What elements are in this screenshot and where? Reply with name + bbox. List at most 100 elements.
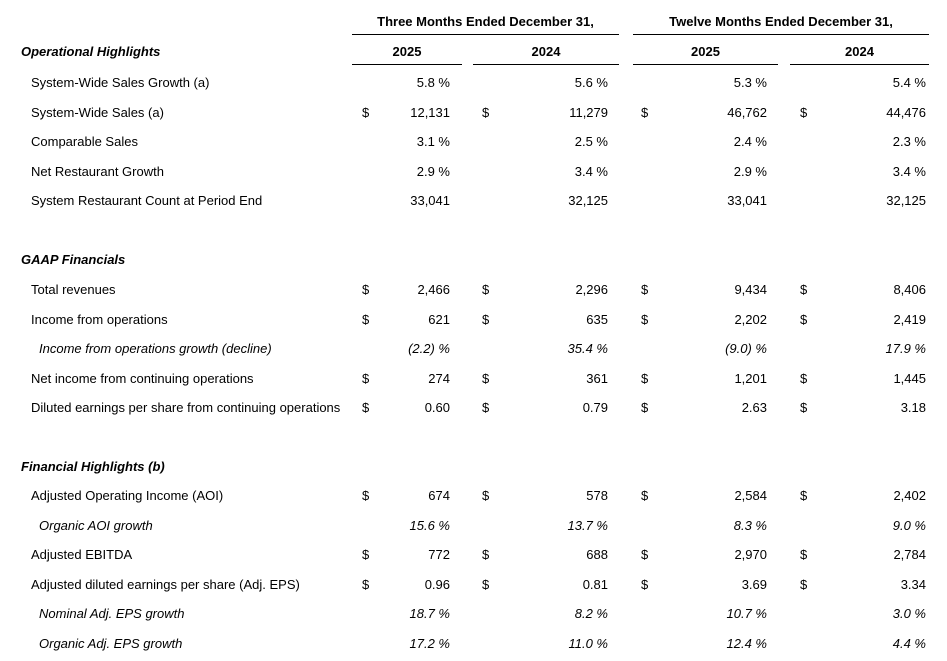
cell-value: 3.0 % [892, 606, 926, 621]
cell-value: 3.34 [900, 577, 926, 592]
currency-symbol: $ [482, 105, 490, 120]
cell-value: 2.9 % [733, 164, 767, 179]
currency-symbol: $ [362, 312, 370, 327]
year-header-12m-2024: 2024 [845, 44, 874, 59]
cell-value: 3.69 [741, 577, 767, 592]
cell-value: 3.4 % [574, 164, 608, 179]
cell-value: 635 [586, 312, 608, 327]
cell-value: 2,784 [893, 547, 926, 562]
cell-value: 2,402 [893, 488, 926, 503]
cell-value: 35.4 % [567, 341, 608, 356]
row-label: Income from operations [31, 312, 168, 327]
cell-value: 2.4 % [733, 134, 767, 149]
cell-value: 32,125 [568, 193, 608, 208]
cell-value: 772 [428, 547, 450, 562]
currency-symbol: $ [800, 577, 808, 592]
twelve-months-header: Twelve Months Ended December 31, [669, 14, 893, 29]
row-label: Organic AOI growth [39, 518, 153, 533]
cell-value: 578 [586, 488, 608, 503]
cell-value: 9,434 [734, 282, 767, 297]
three-months-rule [352, 34, 619, 35]
row-label: Organic Adj. EPS growth [39, 636, 183, 651]
currency-symbol: $ [641, 371, 649, 386]
currency-symbol: $ [482, 488, 490, 503]
cell-value: 2,584 [734, 488, 767, 503]
currency-symbol: $ [641, 577, 649, 592]
year-rule-12m-2024 [790, 64, 929, 65]
cell-value: 2.3 % [892, 134, 926, 149]
currency-symbol: $ [641, 312, 649, 327]
cell-value: 1,445 [893, 371, 926, 386]
currency-symbol: $ [800, 488, 808, 503]
cell-value: 46,762 [727, 105, 767, 120]
cell-value: 2,970 [734, 547, 767, 562]
cell-value: 5.8 % [416, 75, 450, 90]
row-label: Total revenues [31, 282, 116, 297]
currency-symbol: $ [641, 488, 649, 503]
row-label: System Restaurant Count at Period End [31, 193, 263, 208]
cell-value: 2,466 [417, 282, 450, 297]
currency-symbol: $ [641, 105, 649, 120]
cell-value: 33,041 [410, 193, 450, 208]
cell-value: 2.5 % [574, 134, 608, 149]
cell-value: 2.9 % [416, 164, 450, 179]
section-title: Financial Highlights (b) [21, 459, 165, 474]
cell-value: 12,131 [410, 105, 450, 120]
currency-symbol: $ [800, 547, 808, 562]
currency-symbol: $ [362, 371, 370, 386]
cell-value: 0.79 [582, 400, 608, 415]
cell-value: 2,202 [734, 312, 767, 327]
row-label: Net income from continuing operations [31, 371, 254, 386]
cell-value: 33,041 [727, 193, 767, 208]
cell-value: 10.7 % [726, 606, 767, 621]
section-title: GAAP Financials [21, 252, 126, 267]
currency-symbol: $ [362, 577, 370, 592]
currency-symbol: $ [362, 400, 370, 415]
cell-value: 688 [586, 547, 608, 562]
cell-value: 13.7 % [567, 518, 608, 533]
currency-symbol: $ [482, 282, 490, 297]
currency-symbol: $ [482, 577, 490, 592]
cell-value: 44,476 [886, 105, 926, 120]
cell-value: 2.63 [741, 400, 767, 415]
cell-value: 12.4 % [726, 636, 767, 651]
cell-value: 9.0 % [892, 518, 926, 533]
cell-value: 3.1 % [416, 134, 450, 149]
currency-symbol: $ [641, 547, 649, 562]
year-header-12m-2025: 2025 [691, 44, 720, 59]
cell-value: 5.6 % [574, 75, 608, 90]
year-header-3m-2025: 2025 [392, 44, 422, 59]
cell-value: 674 [428, 488, 450, 503]
currency-symbol: $ [362, 282, 370, 297]
cell-value: 8.3 % [733, 518, 767, 533]
currency-symbol: $ [800, 371, 808, 386]
cell-value: 5.4 % [892, 75, 926, 90]
currency-symbol: $ [362, 547, 370, 562]
currency-symbol: $ [800, 400, 808, 415]
row-label: Comparable Sales [31, 134, 138, 149]
cell-value: 0.96 [424, 577, 450, 592]
section-title: Operational Highlights [21, 44, 161, 59]
cell-value: 4.4 % [892, 636, 926, 651]
currency-symbol: $ [800, 312, 808, 327]
row-label: Adjusted EBITDA [31, 547, 133, 562]
cell-value: 32,125 [886, 193, 926, 208]
twelve-months-rule [633, 34, 929, 35]
row-label: Adjusted Operating Income (AOI) [31, 488, 224, 503]
year-rule-3m-2024 [473, 64, 619, 65]
three-months-header: Three Months Ended December 31, [377, 14, 594, 29]
currency-symbol: $ [482, 400, 490, 415]
cell-value: 17.9 % [885, 341, 926, 356]
row-label: Diluted earnings per share from continui… [31, 400, 341, 415]
currency-symbol: $ [641, 400, 649, 415]
currency-symbol: $ [800, 105, 808, 120]
currency-symbol: $ [362, 105, 370, 120]
year-header-3m-2024: 2024 [531, 44, 561, 59]
cell-value: (2.2) % [408, 341, 450, 356]
year-rule-12m-2025 [633, 64, 778, 65]
cell-value: 1,201 [734, 371, 767, 386]
currency-symbol: $ [482, 371, 490, 386]
currency-symbol: $ [482, 547, 490, 562]
currency-symbol: $ [641, 282, 649, 297]
cell-value: (9.0) % [725, 341, 767, 356]
